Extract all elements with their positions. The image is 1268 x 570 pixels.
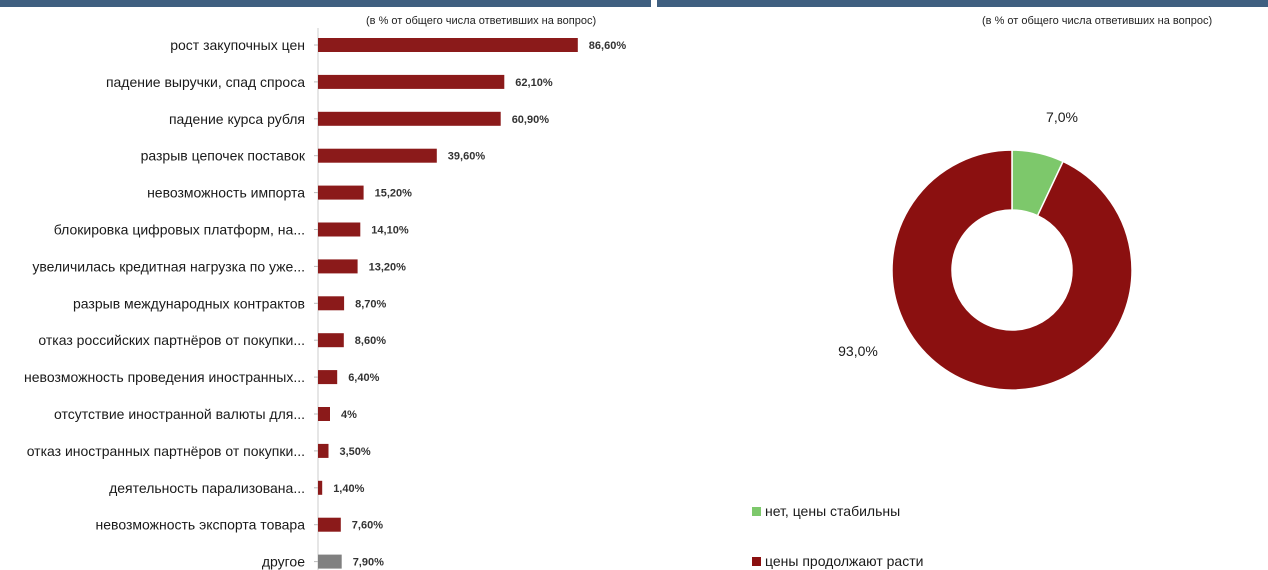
bar-data-label: 13,20% bbox=[369, 261, 407, 273]
category-label: невозможность проведения иностранных... bbox=[24, 369, 305, 385]
category-label: разрыв международных контрактов bbox=[73, 295, 305, 311]
category-label: другое bbox=[262, 554, 305, 570]
category-label: отказ российских партнёров от покупки... bbox=[38, 332, 305, 348]
donut-chart: 7,0% 93,0% bbox=[838, 109, 1133, 391]
bar-data-label: 4% bbox=[341, 409, 357, 421]
bar-data-label: 15,20% bbox=[375, 188, 413, 200]
bar bbox=[318, 222, 361, 237]
bar-chart: рост закупочных цен 86,60% падение выручки… bbox=[24, 28, 627, 570]
bar-data-label: 62,10% bbox=[515, 77, 553, 89]
bar bbox=[318, 333, 344, 348]
category-label: падение курса рубля bbox=[169, 111, 305, 127]
donut-slice-label: 7,0% bbox=[1046, 109, 1078, 125]
bar bbox=[318, 185, 364, 200]
category-label: блокировка цифровых платформ, на... bbox=[54, 222, 305, 238]
bar bbox=[318, 480, 323, 495]
header-bar-right bbox=[657, 0, 1268, 7]
bar-data-label: 86,60% bbox=[589, 40, 627, 52]
legend-swatch-stable bbox=[752, 506, 761, 516]
bar bbox=[318, 407, 330, 421]
bar bbox=[318, 443, 329, 458]
bar bbox=[318, 111, 501, 126]
legend-item-stable: нет, цены стабильны bbox=[752, 503, 900, 519]
bar bbox=[318, 259, 358, 274]
bar-data-label: 39,60% bbox=[448, 151, 486, 163]
bar-data-label: 8,60% bbox=[355, 335, 386, 347]
bar-data-label: 7,60% bbox=[352, 520, 383, 532]
bar-data-label: 6,40% bbox=[348, 372, 379, 384]
bar bbox=[318, 148, 437, 163]
bar-data-label: 14,10% bbox=[371, 225, 409, 237]
bar bbox=[318, 370, 338, 385]
category-label: разрыв цепочек поставок bbox=[141, 148, 306, 164]
bar-data-label: 3,50% bbox=[340, 446, 371, 458]
legend-swatch-rising bbox=[752, 556, 761, 566]
bar bbox=[318, 296, 345, 311]
bar bbox=[318, 74, 505, 89]
donut-slice bbox=[891, 149, 1133, 391]
donut-chart-subtitle: (в % от общего числа ответивших на вопро… bbox=[982, 15, 1213, 27]
bar bbox=[318, 38, 578, 52]
bar-data-label: 8,70% bbox=[355, 298, 386, 310]
legend-label-rising: цены продолжают расти bbox=[765, 553, 924, 569]
category-label: отсутствие иностранной валюты для... bbox=[54, 406, 305, 422]
category-label: падение выручки, спад спроса bbox=[106, 74, 305, 90]
category-label: невозможность импорта bbox=[147, 185, 305, 201]
bar-data-label: 7,90% bbox=[353, 557, 384, 569]
legend-item-rising: цены продолжают расти bbox=[752, 553, 923, 569]
bar bbox=[318, 517, 341, 532]
bar-data-label: 60,90% bbox=[512, 114, 550, 126]
legend-label-stable: нет, цены стабильны bbox=[765, 503, 901, 519]
category-label: рост закупочных цен bbox=[170, 37, 305, 53]
category-label: деятельность парализована... bbox=[109, 480, 305, 496]
category-label: отказ иностранных партнёров от покупки..… bbox=[27, 443, 305, 459]
bar bbox=[318, 554, 342, 569]
category-label: невозможность экспорта товара bbox=[96, 517, 306, 533]
header-bar-left bbox=[0, 0, 651, 7]
bar-chart-subtitle: (в % от общего числа ответивших на вопро… bbox=[366, 15, 597, 27]
bar-data-label: 1,40% bbox=[333, 483, 364, 495]
donut-slice-label: 93,0% bbox=[838, 343, 878, 359]
category-label: увеличилась кредитная нагрузка по уже... bbox=[32, 258, 305, 274]
